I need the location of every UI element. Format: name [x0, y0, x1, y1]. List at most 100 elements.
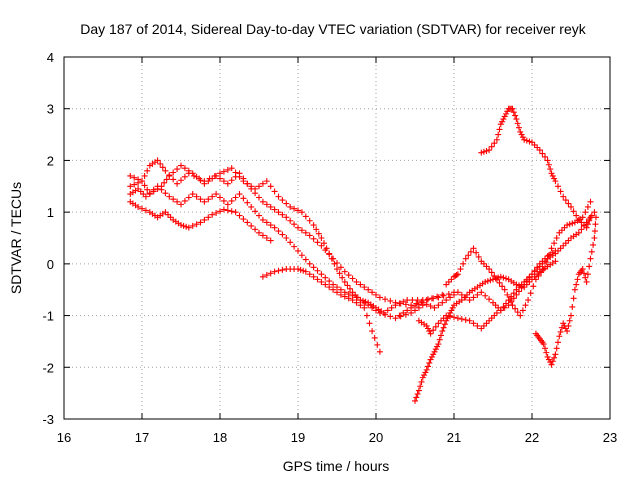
- data-point: [582, 209, 589, 216]
- x-tick-label: 20: [369, 430, 383, 445]
- data-point: [185, 224, 192, 231]
- data-point: [163, 176, 170, 183]
- data-point: [491, 140, 498, 147]
- data-point: [542, 153, 548, 160]
- data-point: [454, 271, 461, 278]
- data-point: [509, 105, 516, 112]
- data-point: [526, 138, 533, 145]
- data-point: [263, 235, 270, 241]
- data-point: [542, 345, 548, 352]
- data-point: [500, 116, 507, 123]
- data-point: [376, 294, 383, 301]
- data-point: [419, 299, 426, 306]
- data-point: [228, 177, 235, 184]
- data-point: [573, 212, 580, 219]
- data-point: [298, 227, 305, 234]
- data-point: [310, 264, 317, 271]
- data-point: [462, 255, 469, 262]
- data-point: [499, 118, 506, 125]
- data-point: [174, 180, 181, 187]
- data-point: [447, 294, 454, 301]
- data-point: [544, 157, 551, 164]
- data-point: [408, 309, 415, 316]
- data-point: [501, 304, 508, 311]
- data-point: [387, 297, 394, 304]
- data-point: [139, 205, 145, 212]
- data-point: [486, 317, 493, 324]
- data-point: [440, 324, 447, 331]
- data-point: [428, 353, 435, 360]
- data-point: [501, 113, 508, 120]
- data-point: [159, 164, 166, 171]
- data-point: [248, 222, 255, 229]
- data-point: [201, 180, 208, 187]
- y-tick-label: -2: [42, 360, 54, 375]
- x-tick-label: 16: [57, 430, 71, 445]
- data-point: [499, 283, 506, 290]
- data-point: [483, 147, 490, 154]
- data-point: [493, 136, 500, 143]
- data-point: [236, 191, 243, 198]
- x-tick-label: 22: [525, 430, 539, 445]
- x-tick-label: 18: [213, 430, 227, 445]
- data-point: [529, 139, 535, 146]
- data-point: [414, 391, 421, 398]
- y-tick-label: -1: [42, 309, 54, 324]
- data-point: [240, 175, 247, 182]
- data-point: [279, 266, 286, 273]
- data-point: [371, 334, 378, 341]
- data-point: [154, 183, 161, 190]
- y-tick-label: 4: [47, 50, 54, 65]
- data-point: [435, 341, 442, 348]
- data-point: [588, 248, 595, 255]
- data-point: [357, 281, 364, 288]
- data-point: [267, 222, 274, 229]
- data-point: [435, 320, 442, 327]
- data-point: [382, 311, 389, 318]
- data-point: [232, 194, 239, 201]
- data-point: [454, 289, 461, 296]
- data-point: [568, 312, 574, 319]
- data-point: [228, 197, 235, 204]
- data-point: [544, 353, 551, 360]
- x-tick-label: 21: [447, 430, 461, 445]
- data-point: [374, 341, 381, 348]
- data-point: [244, 199, 251, 206]
- data-point: [427, 356, 434, 363]
- data-point: [189, 191, 196, 198]
- data-point: [501, 286, 508, 293]
- data-point: [244, 219, 251, 226]
- data-point: [334, 259, 340, 266]
- series-track-2: [127, 162, 446, 309]
- data-point: [426, 328, 433, 335]
- data-point: [174, 166, 181, 173]
- data-point: [271, 206, 278, 213]
- data-point: [532, 276, 539, 283]
- data-point: [547, 166, 554, 173]
- data-point: [551, 175, 558, 182]
- data-point: [440, 315, 447, 322]
- data-point: [140, 191, 147, 198]
- grid-lines: [64, 57, 610, 419]
- data-point: [291, 243, 298, 250]
- data-point: [213, 210, 220, 217]
- data-point: [564, 222, 571, 229]
- data-point: [551, 354, 558, 361]
- data-point: [436, 336, 443, 343]
- data-point: [426, 359, 433, 366]
- data-point: [549, 358, 556, 365]
- data-point: [331, 260, 338, 267]
- data-point: [174, 198, 181, 205]
- data-point: [387, 313, 394, 320]
- data-point: [170, 169, 177, 176]
- data-point: [569, 220, 576, 227]
- data-point: [526, 274, 533, 281]
- data-point: [205, 214, 212, 221]
- data-point: [508, 298, 515, 305]
- data-point: [139, 178, 145, 185]
- data-point: [373, 307, 379, 314]
- data-point: [482, 292, 489, 299]
- data-point: [220, 178, 227, 185]
- data-point: [248, 203, 255, 210]
- data-point: [263, 201, 270, 208]
